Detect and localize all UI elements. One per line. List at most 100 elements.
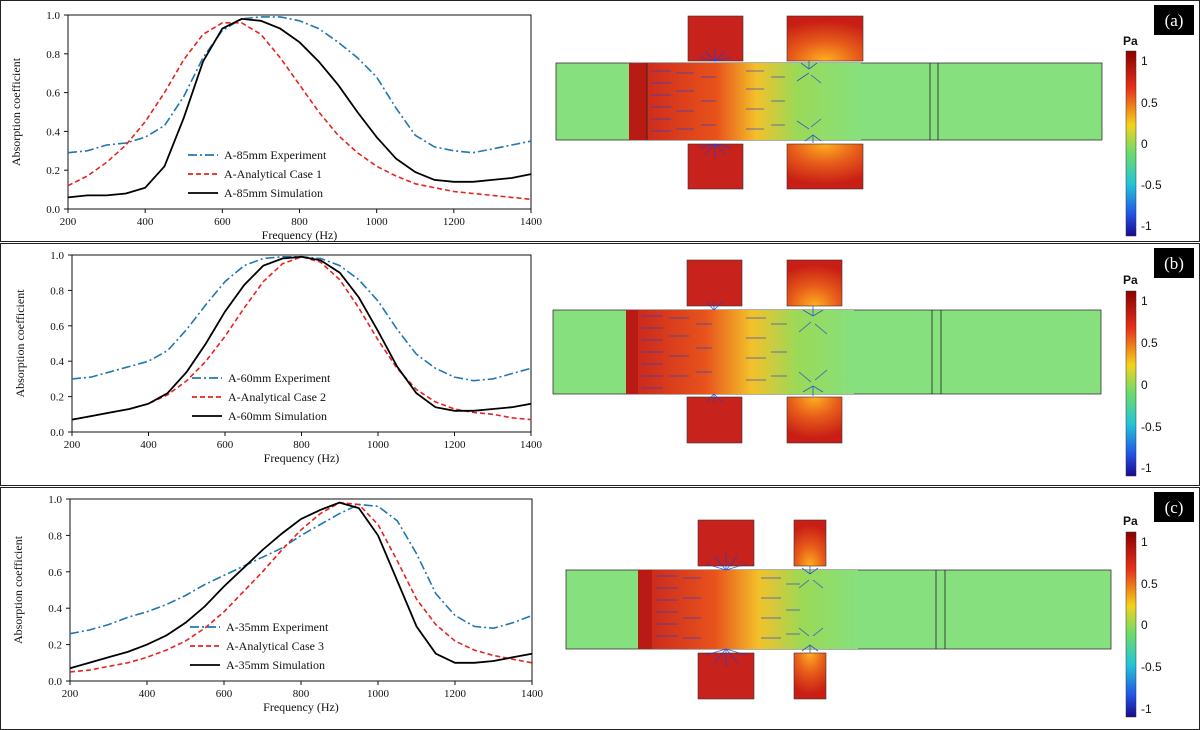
chart-b: 200 400 600 800 1000 1200 1400 0.0 0.2 0.4 0.6 0.8 1… [13,250,543,465]
row-c-svg: 200 400 600 800 1000 1200 1400 0.0 0.2 0.4 0.6 0.8 1… [11,492,1194,718]
colorbar-tick: 0.5 [1141,96,1158,110]
y-tick-label: 0.0 [48,676,62,688]
colorbar-tick: -1 [1141,702,1152,716]
row-a-svg: 200 400 600 800 1000 1200 1400 0.0 0.2 0.4 0.6 0.8 1… [9,5,1194,241]
colorbar-tick: -0.5 [1141,420,1162,434]
colorbar-b: Pa 1 0.5 0 -0.5 -1 [1123,273,1162,477]
colorbar-tick: 1 [1141,535,1148,549]
series-line-dashdot [67,16,532,154]
x-tick-label: 400 [139,688,156,700]
y-axis-label: Absorption coefficient [13,289,27,398]
x-tick-label: 600 [214,216,231,228]
colorbar-unit: Pa [1123,273,1138,287]
legend-label: A-35mm Experiment [226,620,329,634]
x-tick-label: 1400 [520,439,543,451]
colorbar-tick: 0 [1141,137,1148,151]
x-tick-label: 1200 [444,439,467,451]
legend-label: A-60mm Simulation [228,409,327,423]
velocity-arrows-b [641,300,828,404]
legend-label: A-Analytical Case 2 [228,390,326,404]
chart-c: 200 400 600 800 1000 1200 1400 0.0 0.2 0.4 0.6 0.8 1… [11,494,544,714]
y-tick-label: 0.8 [50,285,64,297]
panel-label-bg [1154,492,1194,522]
y-tick-label: 0.0 [46,204,60,216]
x-axis-label: Frequency (Hz) [262,228,338,241]
y-tick-label: 0.2 [50,392,64,404]
series-line-solid [71,255,532,421]
y-axis-label: Absorption coefficient [11,535,25,644]
y-tick-label: 0.4 [50,356,64,368]
legend-label: A-60mm Experiment [228,371,331,385]
x-tick-label: 800 [293,688,310,700]
colorbar-unit: Pa [1123,514,1138,528]
panel-label-c: (c) [1165,498,1184,517]
velocity-arrows-a [651,47,822,158]
colorbar-a: Pa 1 0.5 0 -0.5 -1 [1123,34,1162,237]
x-tick-label: 400 [137,216,154,228]
x-tick-label: 200 [62,688,79,700]
panel-label-a: (a) [1165,11,1184,30]
y-tick-label: 0.8 [48,530,62,542]
legend-label: A-Analytical Case 1 [224,167,322,181]
y-tick-label: 0.4 [48,603,62,615]
y-tick-label: 0.6 [46,88,60,100]
series-line-solid [69,501,533,670]
y-tick-label: 1.0 [50,250,64,262]
y-tick-label: 0.0 [50,427,64,439]
x-tick-label: 1000 [367,688,390,700]
colorbar-unit: Pa [1123,34,1138,48]
row-a: 200 400 600 800 1000 1200 1400 0.0 0.2 0.4 0.6 0.8 1… [0,0,1200,242]
chart-a: 200 400 600 800 1000 1200 1400 0.0 0.2 0.4 0.6 0.8 1… [9,10,543,241]
row-c: 200 400 600 800 1000 1200 1400 0.0 0.2 0.4 0.6 0.8 1… [0,487,1200,730]
x-tick-label: 1400 [520,216,543,228]
legend-label: A-85mm Experiment [224,148,327,162]
x-tick-label: 600 [217,439,234,451]
series-line-dashed [67,22,532,201]
velocity-arrows-c [656,552,824,667]
plot-frame [69,498,533,682]
colorbar-c: Pa 1 0.5 0 -0.5 -1 [1123,514,1162,718]
colorbar-tick: -0.5 [1141,660,1162,674]
colorbar-tick: 0 [1141,378,1148,392]
series-line-dashdot [71,256,532,382]
x-axis-label: Frequency (Hz) [264,451,340,465]
x-tick-label: 1200 [443,216,466,228]
y-tick-label: 0.2 [46,165,60,177]
series-line-solid [67,17,532,199]
x-axis-label: Frequency (Hz) [263,700,339,714]
x-tick-label: 600 [216,688,233,700]
x-tick-label: 1200 [444,688,467,700]
row-b-svg: 200 400 600 800 1000 1200 1400 0.0 0.2 0.4 0.6 0.8 1… [13,248,1194,477]
x-tick-label: 400 [140,439,157,451]
y-tick-label: 0.8 [46,49,60,61]
series-line-dashed [69,501,533,673]
colorbar-tick: -1 [1141,219,1152,233]
x-tick-label: 1000 [367,439,390,451]
series-line-dashdot [69,503,533,635]
colorbar-tick: 0 [1141,618,1148,632]
y-tick-label: 1.0 [46,10,60,22]
panel-label-bg [1154,5,1194,35]
x-tick-label: 200 [64,439,81,451]
colorbar-tick: 0.5 [1141,577,1158,591]
x-tick-label: 800 [293,439,310,451]
simulation-field-c [565,519,1112,700]
y-axis-label: Absorption coefficient [9,57,23,166]
panel-label-b: (b) [1164,254,1184,273]
y-tick-label: 0.6 [50,321,64,333]
legend-label: A-85mm Simulation [224,186,323,200]
x-tick-label: 1000 [366,216,389,228]
y-tick-label: 0.6 [48,567,62,579]
panel-label-bg [1154,248,1194,278]
colorbar-tick: -1 [1141,461,1152,475]
legend-label: A-Analytical Case 3 [226,639,324,653]
y-tick-label: 0.4 [46,126,60,138]
colorbar-tick: -0.5 [1141,178,1162,192]
row-b: 200 400 600 800 1000 1200 1400 0.0 0.2 0.4 0.6 0.8 1… [0,243,1200,486]
simulation-field-a [555,15,1103,190]
simulation-field-b [552,259,1102,444]
x-tick-label: 1400 [521,688,544,700]
colorbar-tick: 0.5 [1141,336,1158,350]
y-tick-label: 1.0 [48,494,62,506]
y-tick-label: 0.2 [48,640,62,652]
